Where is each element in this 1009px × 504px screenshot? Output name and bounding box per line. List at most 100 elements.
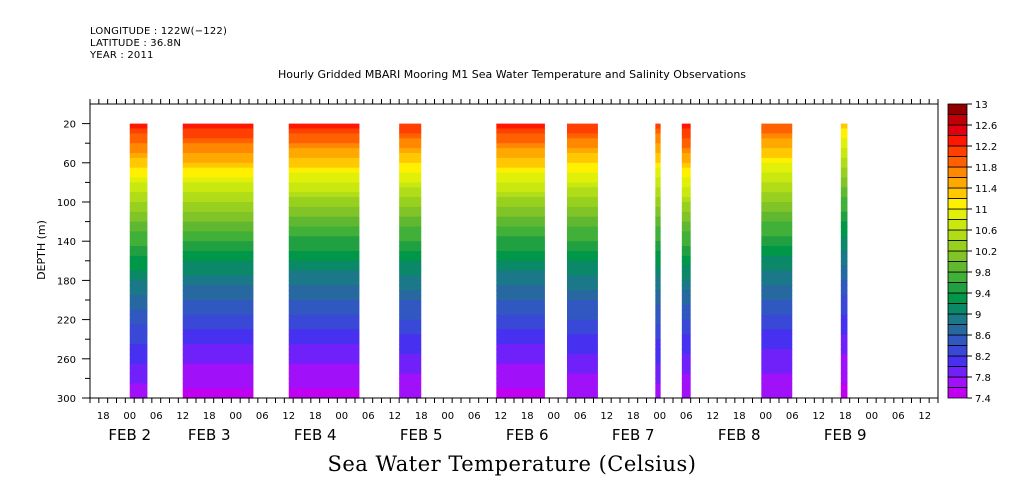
temperature-cell [288,236,360,242]
x-hour-label: 18 [309,411,322,422]
temperature-cell [761,251,793,257]
temperature-cell [129,187,148,193]
temperature-cell [496,172,545,179]
temperature-cell [681,162,691,169]
x-hour-label: 12 [706,411,719,422]
temperature-cell [761,373,793,379]
temperature-cell [182,231,254,237]
temperature-cell [399,349,422,355]
temperature-cell [681,246,691,252]
temperature-cell [681,133,691,139]
temperature-cell [655,187,661,193]
temperature-cell [655,290,661,296]
temperature-cell [655,314,661,321]
temperature-cell [182,153,254,159]
x-hour-label: 06 [256,411,269,422]
temperature-cell [761,177,793,183]
temperature-cell [761,123,793,130]
temperature-cell [288,216,360,223]
x-day-label: FEB 2 [108,426,151,444]
x-hour-label: 06 [362,411,375,422]
x-hour-label: 12 [918,411,931,422]
temperature-cell [567,246,598,252]
temperature-cell [655,192,661,198]
temperature-cell [761,319,793,326]
colorbar-swatch [947,187,968,199]
temperature-cell [655,236,661,242]
colorbar-label: 7.4 [975,394,991,405]
temperature-cell [129,211,148,218]
temperature-cell [496,280,545,286]
temperature-cell [399,339,422,345]
temperature-cell [681,353,691,360]
temperature-cell [496,187,545,193]
temperature-cell [129,192,148,198]
temperature-cell [288,290,360,296]
temperature-cell [496,133,545,139]
temperature-cell [129,202,148,208]
temperature-cell [655,388,661,394]
temperature-cell [129,353,148,360]
temperature-cell [655,128,661,134]
temperature-cell [129,255,148,262]
y-tick-label: 140 [57,237,76,248]
temperature-cell [182,236,254,242]
temperature-cell [567,177,598,183]
x-hour-label: 12 [812,411,825,422]
temperature-cell [399,177,422,183]
temperature-cell [496,255,545,262]
temperature-cell [567,197,598,203]
temperature-cell [399,265,422,272]
temperature-cell [840,378,848,384]
temperature-cell [567,319,598,326]
temperature-cell [681,172,691,179]
temperature-cell [655,241,661,247]
temperature-cell [840,280,848,286]
temperature-cell [399,226,422,232]
data-segment [840,123,848,399]
temperature-cell [840,353,848,360]
temperature-cell [129,378,148,384]
temperature-cell [288,358,360,365]
temperature-cell [655,373,661,379]
temperature-cell [655,148,661,154]
x-hour-label: 12 [600,411,613,422]
temperature-cell [399,388,422,394]
temperature-cell [288,309,360,316]
temperature-cell [129,363,148,370]
temperature-cell [129,182,148,188]
temperature-cell [655,177,661,183]
temperature-cell [288,192,360,198]
temperature-cell [761,393,793,399]
temperature-cell [182,304,254,311]
x-axis: 18 00 06 12 18 00 06 12 18 00 06 12 18 00 06 12 18 00 06 12… [89,99,939,444]
temperature-cell [681,334,691,340]
data-segment [681,123,691,399]
temperature-cell [496,344,545,350]
temperature-cell [288,339,360,345]
temperature-cell [681,295,691,301]
data-segment [129,123,148,399]
temperature-cell [681,275,691,281]
temperature-cell [840,260,848,267]
y-tick-label: 60 [63,159,76,170]
temperature-cell [840,339,848,345]
temperature-cell [681,309,691,316]
colorbar-swatch [947,166,968,178]
temperature-cell [655,143,661,149]
temperature-cell [129,123,148,130]
temperature-cell [655,255,661,262]
temperature-cell [655,251,661,257]
temperature-cell [761,339,793,345]
temperature-cell [655,206,661,213]
temperature-cell [840,373,848,379]
temperature-cell [399,309,422,316]
temperature-cell [129,148,148,154]
temperature-cell [288,295,360,301]
temperature-cell [840,388,848,394]
temperature-cell [761,275,793,281]
temperature-cell [761,368,793,375]
temperature-cell [567,133,598,139]
colorbar-label: 11.8 [975,163,997,174]
